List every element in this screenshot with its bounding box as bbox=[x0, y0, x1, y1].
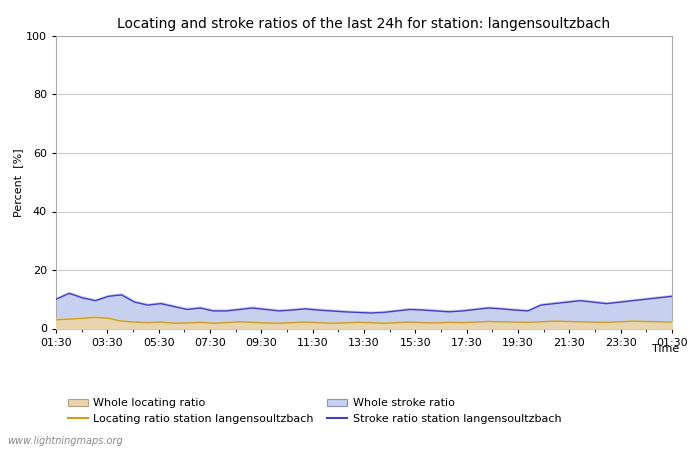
Y-axis label: Percent  [%]: Percent [%] bbox=[13, 148, 23, 216]
Text: www.lightningmaps.org: www.lightningmaps.org bbox=[7, 436, 122, 446]
Text: Time: Time bbox=[652, 344, 679, 354]
Title: Locating and stroke ratios of the last 24h for station: langensoultzbach: Locating and stroke ratios of the last 2… bbox=[118, 17, 610, 31]
Legend: Whole locating ratio, Locating ratio station langensoultzbach, Whole stroke rati: Whole locating ratio, Locating ratio sta… bbox=[68, 398, 561, 424]
